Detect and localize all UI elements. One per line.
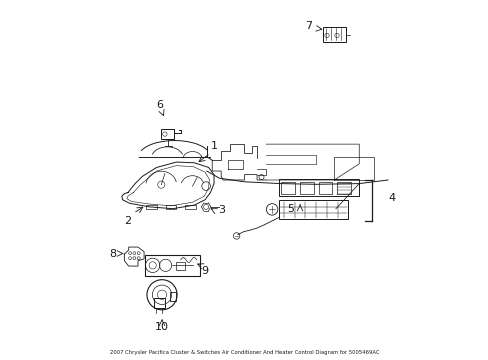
Bar <box>318 182 332 194</box>
Text: 9: 9 <box>201 266 208 276</box>
Bar <box>278 200 348 220</box>
Bar <box>176 262 184 270</box>
Bar <box>322 27 346 41</box>
Text: 10: 10 <box>155 322 169 332</box>
Bar <box>337 182 350 194</box>
Bar <box>161 129 174 139</box>
Bar <box>154 298 164 308</box>
Text: 4: 4 <box>387 193 394 203</box>
Text: 3: 3 <box>217 206 224 216</box>
Text: 8: 8 <box>109 248 116 258</box>
Bar <box>145 205 156 210</box>
Bar <box>169 292 176 301</box>
Bar <box>185 205 196 210</box>
Text: 7: 7 <box>305 21 312 31</box>
Bar <box>300 182 313 194</box>
Text: 6: 6 <box>157 100 163 110</box>
Bar <box>144 255 200 276</box>
Text: 1: 1 <box>210 141 217 151</box>
Text: 5: 5 <box>287 204 294 215</box>
Text: 2007 Chrysler Pacifica Cluster & Switches Air Conditioner And Heater Control Dia: 2007 Chrysler Pacifica Cluster & Switche… <box>109 350 379 355</box>
Bar <box>281 182 294 194</box>
Text: 2: 2 <box>124 216 131 226</box>
Bar <box>165 205 176 210</box>
Bar <box>278 179 359 196</box>
